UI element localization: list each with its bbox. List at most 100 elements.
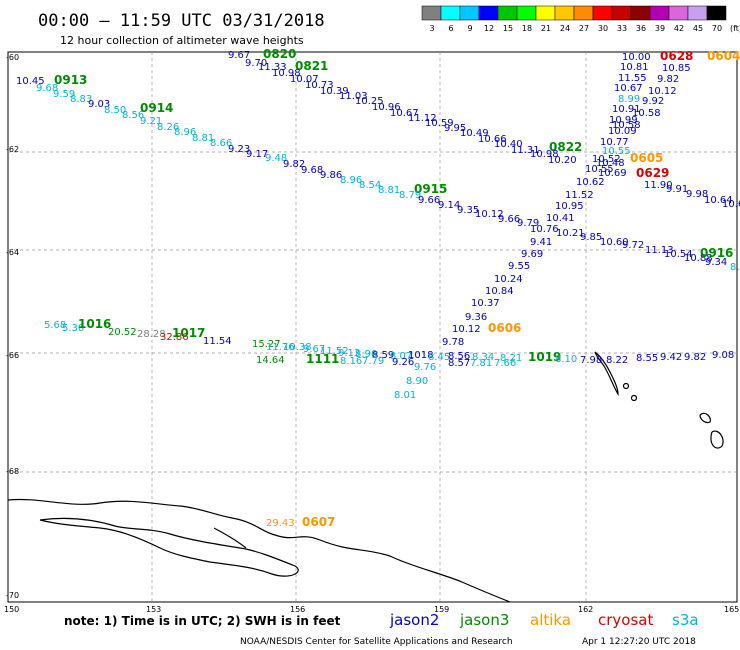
legend-label: 33 bbox=[617, 24, 627, 33]
wave-height-label: 10.67 bbox=[390, 108, 419, 119]
page-subtitle: 12 hour collection of altimeter wave hei… bbox=[60, 34, 304, 47]
legend-label: 30 bbox=[598, 24, 608, 33]
latitude-axis: -60 -62 -64 -66 -68 -70 bbox=[6, 53, 19, 600]
pass-time-label: 1111 bbox=[306, 352, 339, 366]
sat-jason2: jason2 bbox=[389, 611, 439, 629]
lat-lon-grid bbox=[8, 52, 737, 602]
legend-label: (ft) bbox=[730, 24, 740, 33]
wave-height-label: 10.39 bbox=[320, 86, 349, 97]
wave-height-label: 8.07 bbox=[390, 351, 412, 362]
wave-height-label: 20.52 bbox=[108, 327, 137, 338]
wave-height-label: 9.78 bbox=[442, 337, 464, 348]
wave-height-label: 8.79 bbox=[399, 190, 421, 201]
wave-height-label: 9.03 bbox=[88, 99, 110, 110]
wave-height-label: 9.70 bbox=[245, 58, 267, 69]
wave-height-label: 9.79 bbox=[517, 218, 539, 229]
wave-height-label: 10.76 bbox=[530, 224, 559, 235]
legend-label: 24 bbox=[560, 24, 570, 33]
credit-line: NOAA/NESDIS Center for Satellite Applica… bbox=[240, 637, 513, 647]
wave-height-label: 10.88 bbox=[684, 253, 713, 264]
wave-height-label: 9.82 bbox=[283, 159, 305, 170]
wave-height-label: 5.68 bbox=[44, 320, 66, 331]
lat-label: -66 bbox=[6, 351, 19, 360]
legend-swatch bbox=[440, 5, 461, 21]
lon-label: 156 bbox=[290, 605, 305, 614]
wave-height-label: 28.28 bbox=[137, 329, 166, 340]
wave-height-label: 8.56 bbox=[122, 110, 144, 121]
wave-height-label: 10.69 bbox=[598, 168, 627, 179]
wave-height-label: 9.23 bbox=[228, 144, 250, 155]
wave-height-label: 8.96 bbox=[355, 349, 377, 360]
lon-label: 153 bbox=[146, 605, 161, 614]
legend-swatch bbox=[573, 5, 594, 21]
wave-height-label: 8.21 bbox=[500, 353, 522, 364]
wave-height-label: 8.90 bbox=[406, 376, 428, 387]
longitude-axis: 150 153 156 159 162 165 bbox=[4, 605, 739, 614]
wave-height-label: 9.35 bbox=[457, 205, 479, 216]
legend-label: 18 bbox=[522, 24, 532, 33]
legend-swatch bbox=[535, 5, 556, 21]
wave-height-label: 5.30 bbox=[62, 323, 84, 334]
legend-swatch bbox=[687, 5, 708, 21]
wave-height-label: 10.54 bbox=[664, 249, 693, 260]
wave-height-label: 10.52 bbox=[592, 154, 621, 165]
wave-height-label: 9.98 bbox=[686, 189, 708, 200]
wave-height-label: 9.67 bbox=[228, 50, 250, 61]
wave-height-label: 9.82 bbox=[684, 352, 706, 363]
wave-height-label: 1018 bbox=[408, 350, 433, 361]
wave-height-label: 8.81 bbox=[192, 133, 214, 144]
wave-height-label: 9.26 bbox=[392, 357, 414, 368]
wave-height-label: 10.37 bbox=[471, 298, 500, 309]
legend-swatch bbox=[459, 5, 480, 21]
wave-height-label: 10.09 bbox=[608, 126, 637, 137]
wave-height-label: 8. bbox=[730, 262, 740, 273]
generated-timestamp: Apr 1 12:27:20 UTC 2018 bbox=[582, 637, 696, 647]
legend-label: 6 bbox=[448, 24, 453, 33]
wave-height-label: 10.58 bbox=[612, 120, 641, 131]
pass-time-label: 1016 bbox=[78, 317, 111, 331]
wave-height-label: 7.98 bbox=[580, 355, 602, 366]
pass-time-label: 0820 bbox=[263, 47, 296, 61]
wave-height-label: 9.17 bbox=[246, 149, 268, 160]
wave-height-label: 7.79 bbox=[362, 356, 384, 367]
wave-height-label: 10.00 bbox=[622, 52, 651, 63]
wave-height-label: 10.85 bbox=[662, 63, 691, 74]
wave-height-label: 9.08 bbox=[712, 350, 734, 361]
satellite-legend: jason2 jason3 altika cryosat s3a bbox=[389, 611, 699, 629]
legend-label: 39 bbox=[655, 24, 665, 33]
sat-s3a: s3a bbox=[672, 611, 699, 629]
wave-height-label: 10.95 bbox=[555, 201, 584, 212]
wave-height-label: 7.66 bbox=[494, 358, 516, 369]
pass-time-label: 0914 bbox=[140, 101, 173, 115]
legend-label: 21 bbox=[541, 24, 551, 33]
coastline bbox=[7, 351, 724, 603]
wave-height-label: 10.98 bbox=[530, 149, 559, 160]
lat-label: -68 bbox=[6, 467, 19, 476]
legend-label: 12 bbox=[484, 24, 494, 33]
wave-height-label: 32.86 bbox=[160, 332, 189, 343]
wave-height-label: 29.43 bbox=[266, 518, 295, 529]
wave-height-label: 8.10 bbox=[555, 354, 577, 365]
wave-height-label: 10.81 bbox=[620, 62, 649, 73]
wave-height-label: 10.91 bbox=[612, 104, 641, 115]
wave-height-label: 9.34 bbox=[705, 257, 727, 268]
legend-label: 3 bbox=[429, 24, 434, 33]
wave-height-label: 11.54 bbox=[203, 336, 232, 347]
wave-height-label: 9.42 bbox=[660, 352, 682, 363]
wave-height-label: 10.62 bbox=[576, 177, 605, 188]
pass-time-label: 0629 bbox=[636, 166, 669, 180]
pass-time-label: 0915 bbox=[414, 182, 447, 196]
wave-height-label: 10.55 bbox=[602, 146, 631, 157]
wave-height-label: 9.55 bbox=[508, 261, 530, 272]
wave-height-label: 9.91 bbox=[666, 184, 688, 195]
wave-height-label: 9.68 bbox=[36, 83, 58, 94]
wave-height-label: 10.49 bbox=[460, 128, 489, 139]
wave-height-label: 10.24 bbox=[494, 274, 523, 285]
lat-label: -62 bbox=[6, 145, 19, 154]
wave-height-label: 10.12 bbox=[648, 86, 677, 97]
sat-altika: altika bbox=[530, 611, 571, 629]
legend-swatch bbox=[421, 5, 442, 21]
pass-time-label: 0607 bbox=[302, 515, 335, 529]
